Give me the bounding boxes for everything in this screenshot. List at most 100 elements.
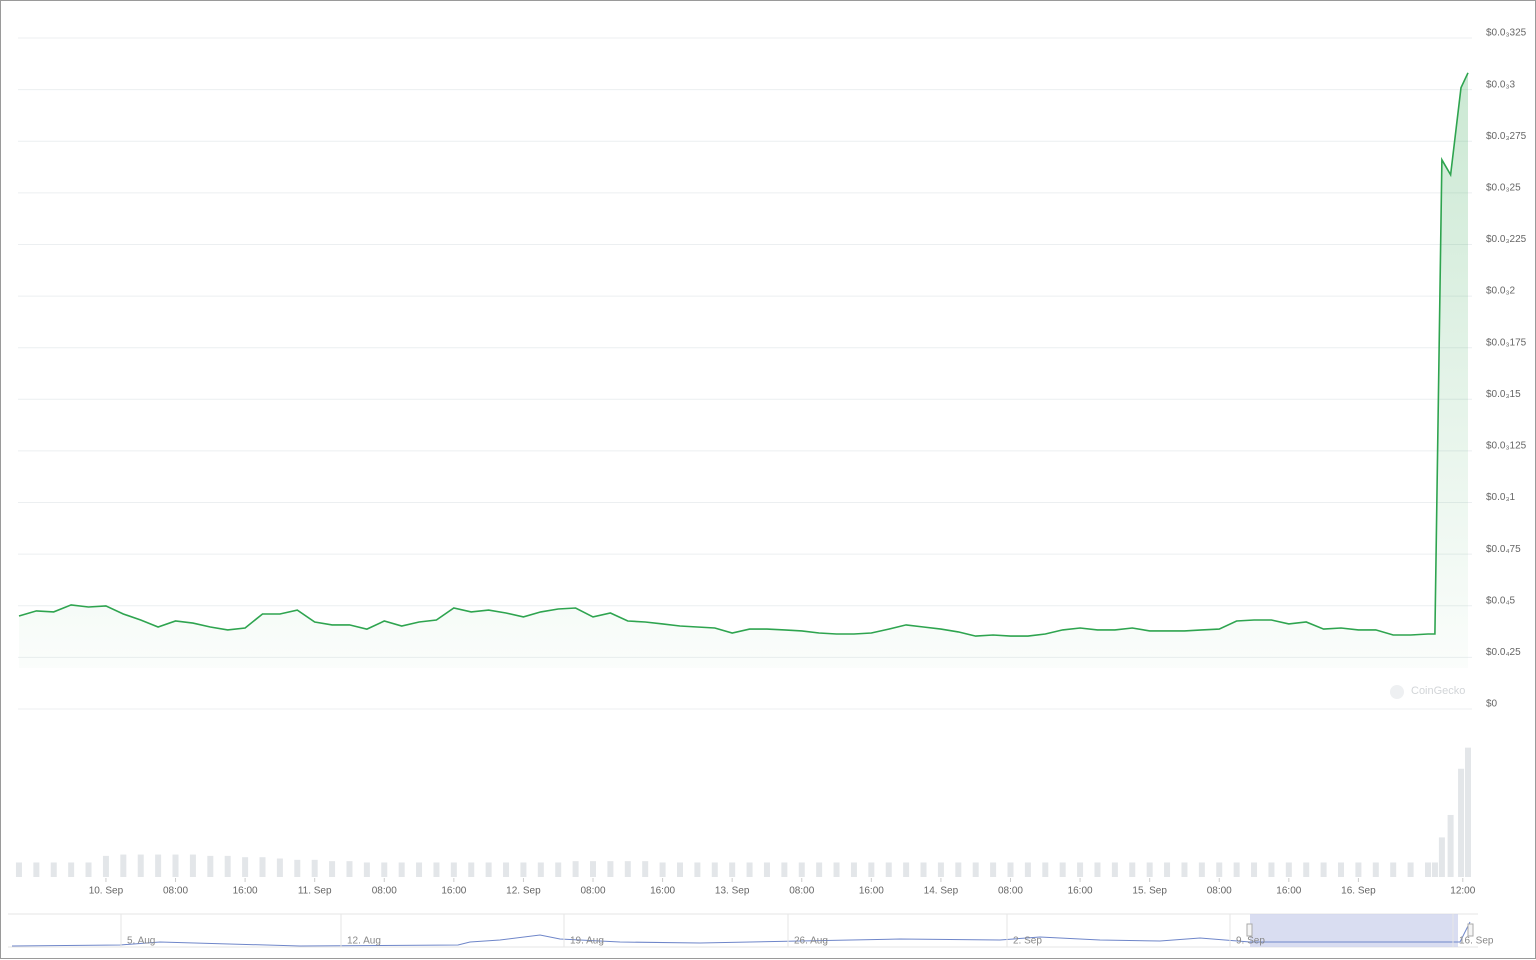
volume-bar	[85, 862, 92, 877]
volume-bar	[955, 862, 962, 877]
volume-bar	[1424, 862, 1431, 877]
volume-bar	[120, 854, 127, 877]
volume-bar	[816, 862, 823, 877]
y-tick-label: $0.0₃275	[1486, 131, 1527, 142]
volume-bar	[102, 855, 109, 877]
volume-bar	[694, 862, 701, 877]
volume-bar	[642, 861, 649, 877]
volume-bar	[850, 862, 857, 877]
y-tick-label: $0.0₃15	[1486, 389, 1521, 400]
price-area	[19, 72, 1468, 669]
volume-bar	[224, 855, 231, 877]
volume-bar	[311, 859, 318, 877]
volume-bar	[381, 862, 388, 877]
y-tick-label: $0.0₃25	[1486, 182, 1521, 193]
volume-bar	[885, 862, 892, 877]
volume-bar	[242, 857, 249, 877]
volume-bar	[137, 854, 144, 877]
x-tick-label: 12:00	[1450, 886, 1475, 897]
volume-bar	[624, 861, 631, 877]
volume-bar	[1465, 747, 1471, 877]
volume-bar	[868, 862, 875, 877]
volume-bar	[450, 862, 457, 877]
volume-bar	[1024, 862, 1031, 877]
y-tick-label: $0.0₄25	[1486, 647, 1521, 658]
volume-bar	[1198, 862, 1205, 877]
volume-bar	[1164, 862, 1171, 877]
volume-bar	[555, 862, 562, 877]
x-tick-label: 15. Sep	[1132, 886, 1167, 897]
volume-bar	[329, 861, 336, 877]
y-tick-label: $0.0₃3	[1486, 79, 1516, 90]
volume-bar	[172, 854, 179, 877]
x-tick-label: 08:00	[163, 886, 188, 897]
volume-bar	[15, 862, 22, 877]
x-tick-label: 16:00	[233, 886, 258, 897]
volume-bar	[1431, 862, 1438, 877]
volume-bar	[1407, 862, 1414, 877]
x-tick-label: 14. Sep	[924, 886, 959, 897]
volume	[15, 747, 1471, 877]
volume-bar	[972, 862, 979, 877]
axis-labels: $0 $0.0₄25 $0.0₄5 $0.0₄75 $0.0₃1 $0.0₃125 $0.0…	[89, 28, 1527, 897]
watermark-logo	[1390, 685, 1404, 699]
navigator: 5. Aug 12. Aug 19. Aug 26. Aug 2. Sep 9. Sep 1…	[8, 913, 1494, 948]
volume-bar	[520, 862, 527, 877]
volume-bar	[276, 858, 283, 877]
volume-bar	[1216, 862, 1223, 877]
volume-bar	[937, 862, 944, 877]
volume-bar	[1338, 862, 1345, 877]
volume-bar	[590, 861, 597, 877]
x-tick-label: 10. Sep	[89, 886, 124, 897]
volume-bar	[259, 857, 266, 877]
volume-bar	[659, 862, 666, 877]
volume-bar	[1251, 862, 1258, 877]
volume-bar	[1042, 862, 1049, 877]
volume-bar	[990, 862, 997, 877]
volume-bar	[416, 862, 423, 877]
navigator-label: 19. Aug	[570, 936, 604, 947]
navigator-handle[interactable]	[1246, 923, 1253, 937]
x-tick-label: 11. Sep	[298, 886, 332, 897]
volume-bar	[781, 862, 788, 877]
volume-bar	[189, 854, 196, 877]
y-tick-label: $0.0₃125	[1486, 441, 1527, 452]
navigator-label: 12. Aug	[347, 936, 381, 947]
volume-bar	[468, 862, 475, 877]
navigator-handle[interactable]	[1467, 923, 1474, 937]
volume-bar	[33, 862, 40, 877]
volume-bar	[346, 861, 353, 877]
volume-bar	[485, 862, 492, 877]
volume-bar	[68, 862, 75, 877]
navigator-label: 2. Sep	[1013, 936, 1042, 947]
volume-bar	[50, 862, 57, 877]
volume-bar	[903, 862, 910, 877]
volume-bar	[1447, 814, 1454, 877]
volume-bar	[729, 862, 736, 877]
x-tick-label: 08:00	[580, 886, 605, 897]
volume-bar	[1285, 862, 1292, 877]
volume-bar	[833, 862, 840, 877]
volume-bar	[1094, 862, 1101, 877]
volume-bar	[363, 862, 370, 877]
navigator-line	[11, 921, 1471, 947]
navigator-label: 16. Sep	[1459, 936, 1494, 947]
x-tick-label: 16:00	[859, 886, 884, 897]
x-tick-label: 12. Sep	[506, 886, 541, 897]
y-tick-label: $0.0₃225	[1486, 234, 1527, 245]
volume-bar	[798, 862, 805, 877]
x-tick-label: 08:00	[372, 886, 397, 897]
x-tick-label: 16:00	[1276, 886, 1301, 897]
volume-bar	[1268, 862, 1275, 877]
volume-bar	[1303, 862, 1310, 877]
volume-bar	[572, 861, 579, 877]
x-tick-label: 16:00	[1068, 886, 1093, 897]
volume-bar	[537, 862, 544, 877]
y-tick-label: $0.0₃1	[1486, 492, 1516, 503]
volume-bar	[763, 862, 770, 877]
volume-bar	[294, 859, 301, 877]
x-tick-label: 08:00	[789, 886, 814, 897]
